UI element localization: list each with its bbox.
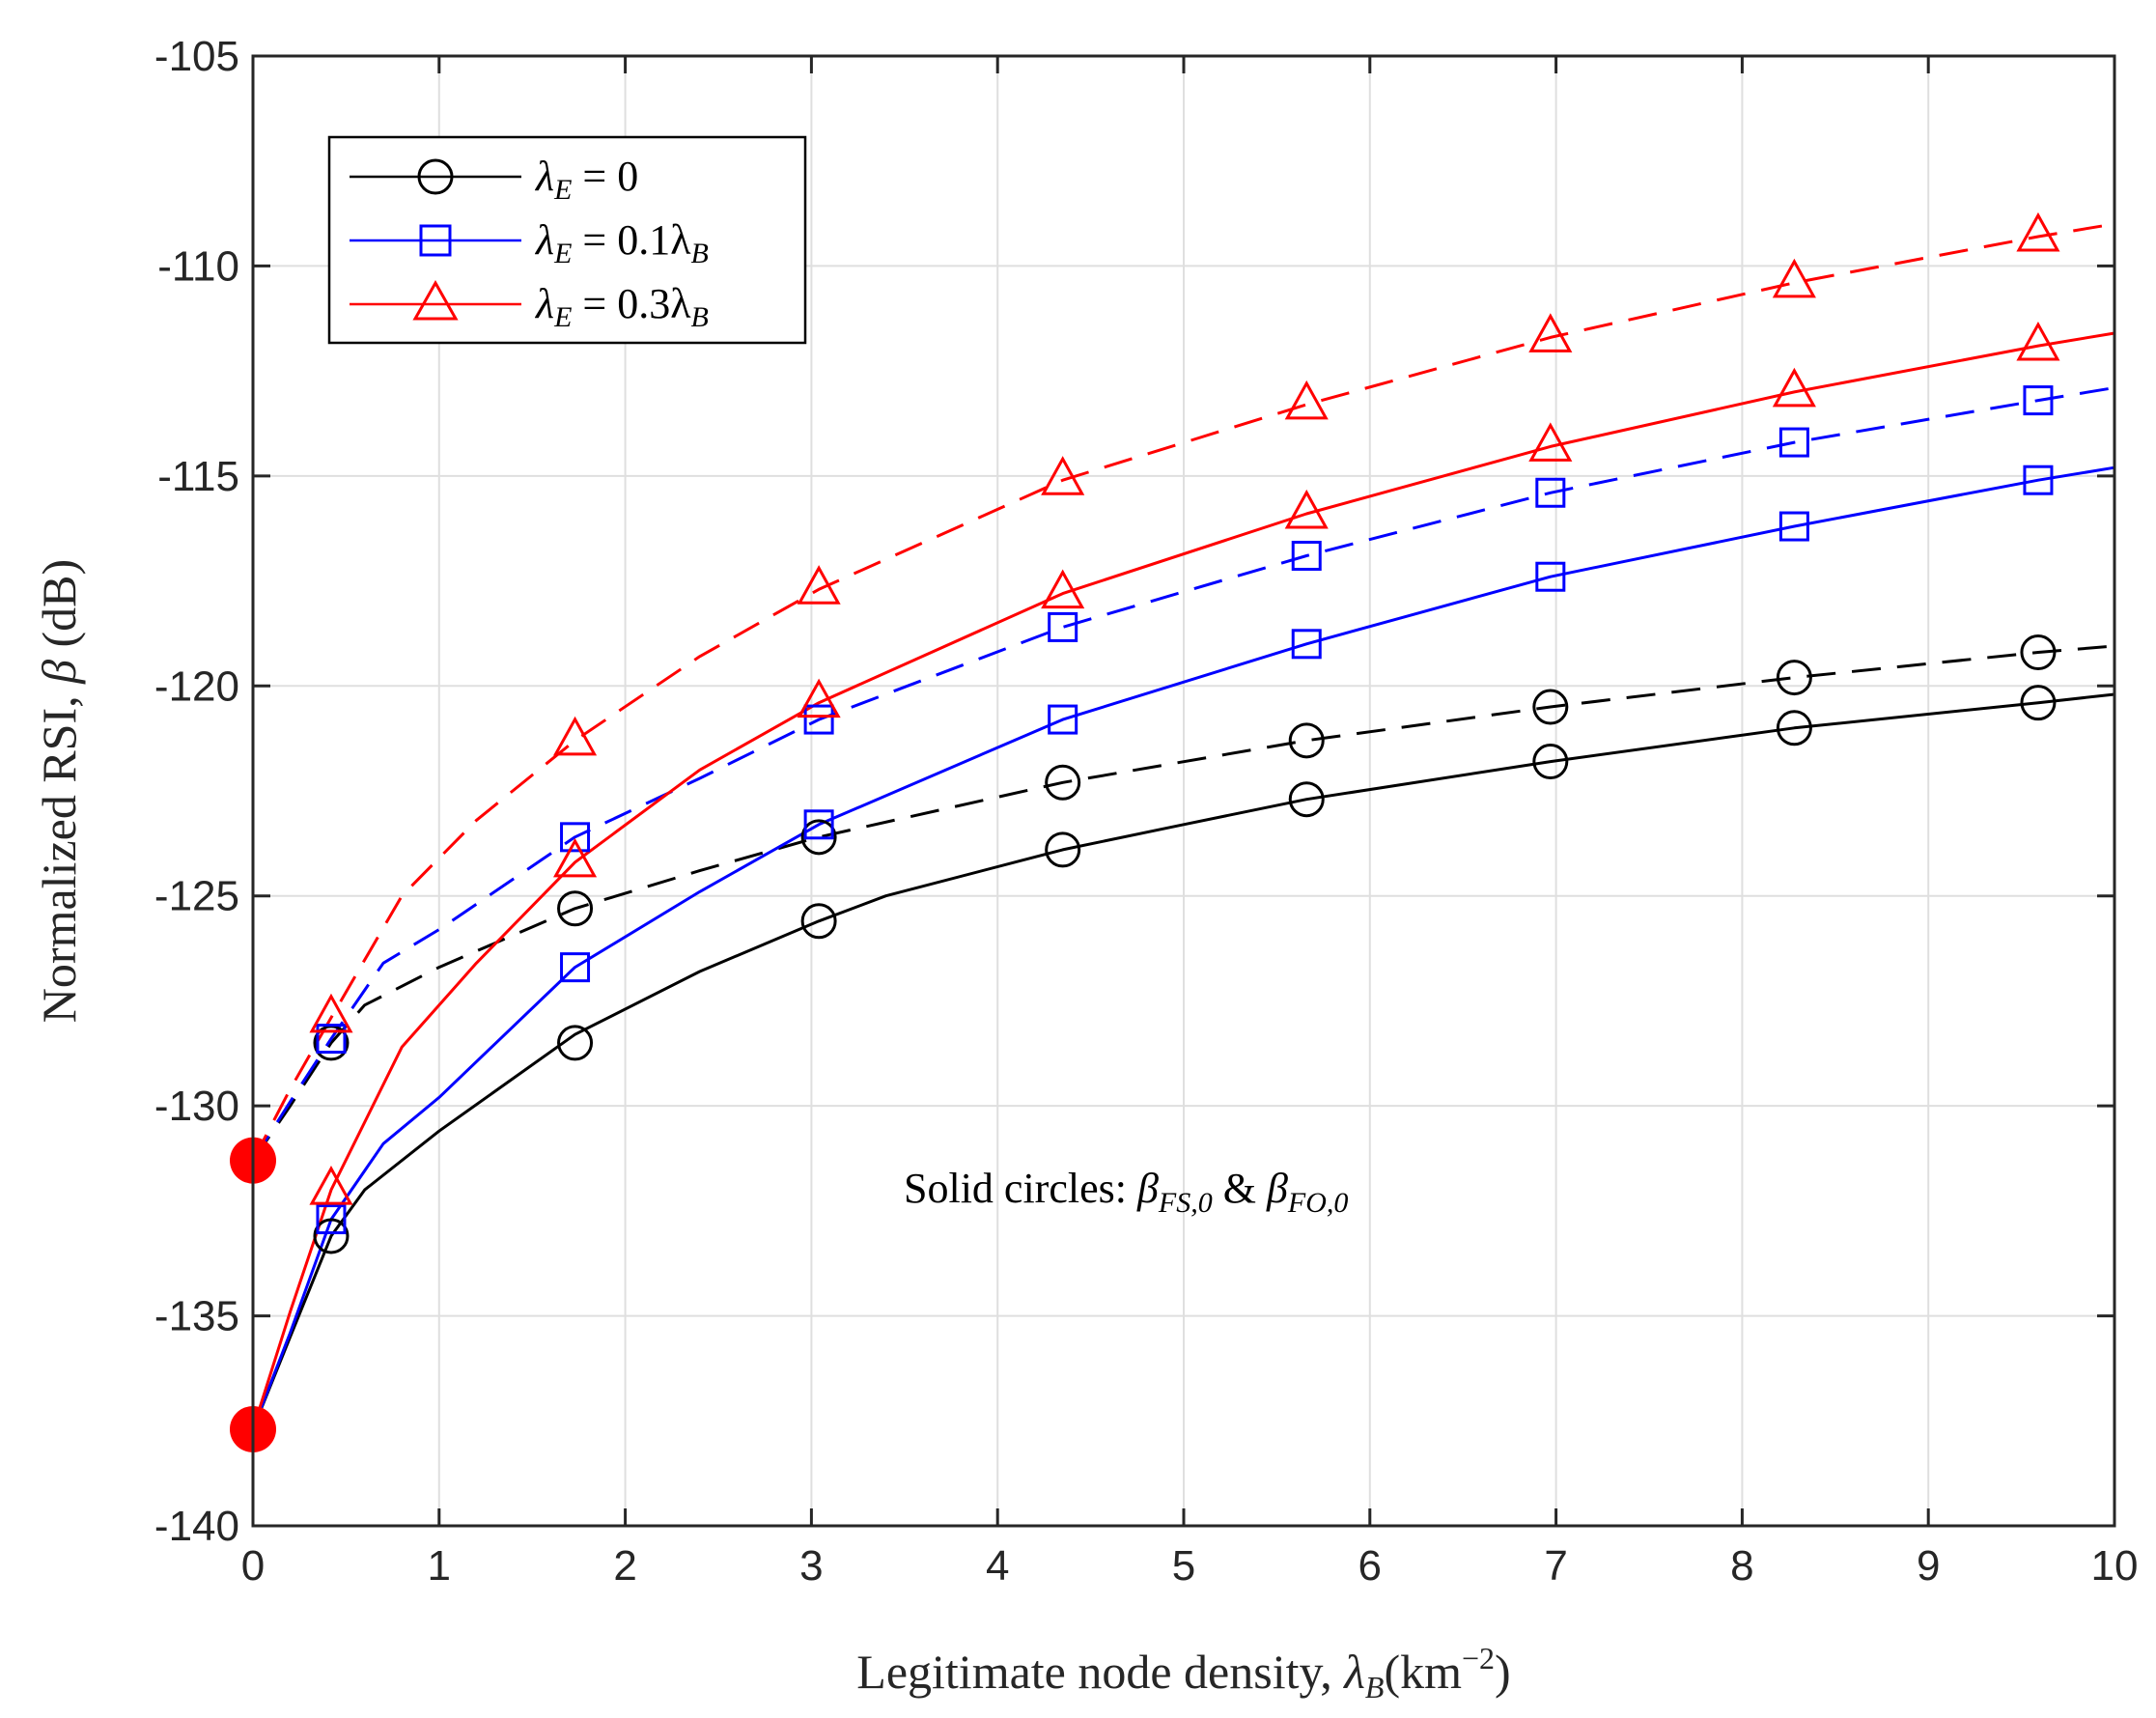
- x-tick-label: 8: [1730, 1542, 1753, 1590]
- data-point-circle: [1288, 722, 1325, 759]
- data-point-square: [1535, 561, 1566, 592]
- y-tick-label: -120: [154, 662, 239, 710]
- data-point-triangle: [1772, 258, 1816, 298]
- x-tick-label: 0: [241, 1542, 265, 1590]
- data-point-square: [316, 1024, 347, 1055]
- data-point-circle: [557, 890, 594, 927]
- data-point-triangle: [1772, 367, 1816, 408]
- y-axis-label: Normalized RSI, β (dB): [32, 559, 86, 1023]
- data-point-circle: [800, 903, 837, 940]
- x-tick-label: 9: [1917, 1542, 1940, 1590]
- legend-marker-square: [419, 224, 452, 257]
- legend-marker-circle: [417, 158, 454, 195]
- legend-item-lambda-e-0-1: λE = 0.1λB: [350, 216, 709, 269]
- data-point-circle: [313, 1218, 350, 1254]
- legend-label: λE = 0: [534, 153, 638, 206]
- data-point-square: [803, 809, 834, 840]
- data-point-circle: [1288, 781, 1325, 818]
- series-line-0: [251, 692, 2115, 1430]
- x-tick-label: 5: [1172, 1542, 1195, 1590]
- x-tick-label: 3: [799, 1542, 823, 1590]
- x-tick-label: 6: [1358, 1542, 1382, 1590]
- legend: λE = 0 λE = 0.1λB λE = 0.3λB: [327, 135, 807, 345]
- data-point-square: [1048, 611, 1078, 642]
- data-point-circle: [1045, 831, 1081, 868]
- series-line-5: [251, 222, 2115, 1162]
- data-point-circle: [1045, 764, 1081, 801]
- data-point-square: [2023, 385, 2054, 416]
- data-point-circle: [1776, 710, 1812, 746]
- data-point-square: [1778, 511, 1809, 542]
- legend-item-lambda-e-0: λE = 0: [350, 153, 638, 206]
- axes-frame: [251, 54, 2116, 1528]
- data-point-square: [560, 952, 591, 983]
- data-point-square: [803, 704, 834, 735]
- data-point-circle: [2020, 685, 2057, 721]
- data-point-triangle: [1284, 489, 1329, 529]
- solid-circles-annotation: Solid circles: βFS,0 & βFO,0: [904, 1165, 1348, 1219]
- x-tick-label: 4: [986, 1542, 1009, 1590]
- data-point-triangle: [797, 678, 841, 718]
- data-point-square: [1048, 704, 1078, 735]
- x-tick-label: 1: [428, 1542, 451, 1590]
- data-point-square: [316, 1204, 347, 1235]
- data-point-triangle: [1528, 313, 1573, 352]
- data-point-circle: [800, 819, 837, 856]
- data-point-square: [1291, 540, 1322, 571]
- series-line-4: [251, 331, 2115, 1430]
- legend-marker-triangle: [412, 279, 459, 321]
- data-point-circle: [2020, 634, 2057, 670]
- x-tick-label: 7: [1544, 1542, 1567, 1590]
- legend-label: λE = 0.3λB: [534, 280, 709, 333]
- data-point-triangle: [1041, 569, 1085, 609]
- data-point-square: [1778, 427, 1809, 458]
- y-tick-label: -135: [154, 1293, 239, 1340]
- grid: [253, 56, 2114, 1526]
- legend-label: λE = 0.1λB: [534, 216, 709, 269]
- data-point-triangle: [2016, 321, 2060, 361]
- series-layer: [230, 211, 2115, 1452]
- data-point-triangle: [552, 716, 598, 756]
- y-tick-label: -110: [157, 242, 239, 290]
- y-tick-label: -130: [154, 1083, 239, 1130]
- series-line-1: [251, 644, 2115, 1162]
- tick-labels: 0 1 2 3 4 5 6 7 8 9 10 -140 -135 -130 -125 -120 -115 -110…: [154, 33, 2139, 1590]
- x-axis-label: Legitimate node density, λB(km−2): [856, 1641, 1510, 1704]
- data-point-square: [1535, 477, 1566, 508]
- data-point-square: [1291, 629, 1322, 660]
- data-point-square: [560, 822, 591, 853]
- data-point-triangle: [552, 837, 598, 878]
- y-tick-label: -105: [154, 33, 239, 80]
- y-tick-label: -115: [157, 453, 239, 500]
- data-point-triangle: [2016, 211, 2060, 252]
- data-point-triangle: [797, 565, 841, 605]
- data-point-circle: [1532, 689, 1569, 725]
- data-point-circle: [1532, 744, 1569, 780]
- data-point-triangle: [309, 993, 353, 1033]
- data-point-triangle: [1528, 422, 1573, 462]
- y-tick-label: -125: [154, 873, 239, 920]
- data-point-circle: [1776, 660, 1812, 696]
- x-tick-label: 2: [613, 1542, 636, 1590]
- data-point-square: [2023, 465, 2054, 495]
- data-point-triangle: [1041, 456, 1085, 495]
- data-point-triangle: [309, 1166, 353, 1205]
- data-point-circle: [557, 1025, 594, 1061]
- data-point-triangle: [1284, 380, 1329, 420]
- legend-item-lambda-e-0-3: λE = 0.3λB: [350, 279, 709, 333]
- y-tick-label: -140: [154, 1503, 239, 1550]
- x-tick-label: 10: [2091, 1542, 2139, 1590]
